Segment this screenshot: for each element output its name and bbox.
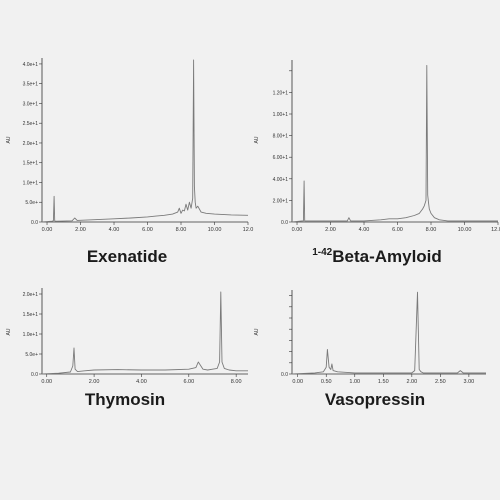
y-tick-label: 1.0e+1	[23, 332, 39, 338]
x-tick-label: 4.00	[359, 227, 370, 233]
y-tick-label: 0.0	[281, 372, 288, 378]
x-tick-label: 1.50	[378, 379, 389, 385]
x-tick-label: 6.00	[142, 227, 153, 233]
x-tick-label: 8.00	[231, 379, 242, 385]
x-tick-label: 12.0	[243, 227, 254, 233]
x-tick-label: 4.00	[136, 379, 147, 385]
chart-panel-vasopressin: 0.0 0.00 0.50 1.00 1.50 2.00 2.50 3.00 AU	[254, 290, 486, 385]
x-tick-label: 6.00	[183, 379, 194, 385]
y-tick-label: 5.0e+	[25, 200, 38, 206]
chart-panel-beta-amyloid: 0.0 2.00+1 4.00+1 6.00+1 8.00+1 1.00+1 1.20+1 0…	[254, 60, 500, 233]
chart-title-superscript: 1-42	[312, 247, 333, 258]
chart-title-text: Vasopressin	[324, 390, 426, 409]
series-line	[291, 64, 498, 223]
chart-title-vasopressin: Vasopressin	[325, 391, 425, 408]
x-tick-label: 2.00	[406, 379, 417, 385]
x-tick-label: 0.50	[321, 379, 332, 385]
x-tick-label: 6.00	[392, 227, 403, 233]
y-tick-label: 6.00+1	[273, 155, 289, 161]
chart-title-thymosin: Thymosin	[85, 391, 165, 408]
chart-panel-exenatide: 0.0 5.0e+ 1.0e+1 1.5e+1 2.0e+1 2.5e+1 3.0e+1 3.…	[6, 58, 253, 233]
y-tick-label: 1.00+1	[273, 112, 289, 118]
x-tick-label: 10.00	[208, 227, 222, 233]
chart-title-beta-amyloid: 1-42Beta-Amyloid	[312, 247, 442, 266]
y-axis-label: AU	[6, 328, 12, 335]
chart-title-text: Exenatide	[86, 247, 168, 266]
y-tick-label: 2.0e+1	[23, 141, 39, 147]
series-line	[41, 59, 249, 223]
y-axis-label: AU	[254, 136, 260, 143]
series-line	[291, 291, 486, 375]
x-tick-label: 0.00	[42, 227, 53, 233]
x-tick-label: 8.00	[176, 227, 187, 233]
y-tick-label: 1.5e+1	[23, 161, 39, 167]
x-tick-label: 10.00	[458, 227, 472, 233]
chart-title-exenatide: Exenatide	[87, 248, 167, 265]
y-axis-label: AU	[6, 136, 12, 143]
y-tick-label: 4.00+1	[273, 177, 289, 183]
y-axis-label: AU	[254, 328, 260, 335]
y-tick-label: 0.0	[281, 220, 288, 226]
y-tick-label: 3.0e+1	[23, 101, 39, 107]
x-tick-label: 1.00	[349, 379, 360, 385]
x-tick-label: 3.00	[464, 379, 475, 385]
x-tick-label: 0.00	[292, 227, 303, 233]
y-tick-label: 0.0	[31, 372, 38, 378]
x-tick-label: 12.00	[491, 227, 500, 233]
y-tick-label: 1.20+1	[273, 90, 289, 96]
y-tick-label: 2.0e+1	[23, 292, 39, 298]
y-tick-label: 1.5e+1	[23, 312, 39, 318]
chart-title-text: Beta-Amyloid	[332, 247, 442, 266]
y-tick-label: 3.5e+1	[23, 82, 39, 88]
x-tick-label: 8.00	[426, 227, 437, 233]
y-tick-label: 0.0	[31, 220, 38, 226]
chart-title-text: Thymosin	[84, 390, 166, 409]
y-tick-label: 2.5e+1	[23, 121, 39, 127]
y-tick-label: 2.00+1	[273, 198, 289, 204]
y-tick-label: 8.00+1	[273, 134, 289, 140]
x-tick-label: 2.00	[325, 227, 336, 233]
y-tick-label: 4.0e+1	[23, 62, 39, 68]
x-tick-label: 0.00	[292, 379, 303, 385]
x-tick-label: 2.00	[89, 379, 100, 385]
x-tick-label: 0.00	[41, 379, 52, 385]
chart-panel-thymosin: 0.0 5.0e+ 1.0e+1 1.5e+1 2.0e+1 0.00 2.00 4.00 6.…	[6, 288, 248, 385]
y-tick-label: 1.0e+1	[23, 180, 39, 186]
x-tick-label: 2.00	[75, 227, 86, 233]
x-tick-label: 2.50	[435, 379, 446, 385]
series-line	[41, 291, 248, 375]
x-tick-label: 4.00	[109, 227, 120, 233]
y-tick-label: 5.0e+	[25, 352, 38, 358]
